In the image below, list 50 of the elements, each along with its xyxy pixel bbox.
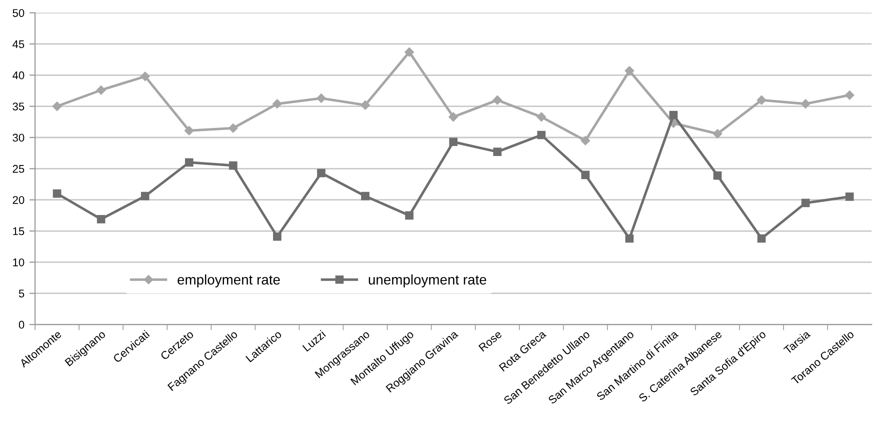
point (96, 214, 106, 224)
point (449, 138, 458, 146)
legend-label: employment rate (178, 274, 280, 288)
point (272, 99, 282, 108)
point (492, 95, 502, 105)
y-tick-label: 15 (13, 227, 24, 236)
y-tick-label: 30 (12, 134, 24, 142)
y-tick-label: 20 (12, 196, 24, 204)
point (184, 126, 194, 136)
point (757, 234, 766, 243)
point (316, 94, 326, 103)
point (493, 148, 502, 156)
point (140, 192, 150, 200)
point (844, 90, 854, 100)
y-tick-label: 10 (13, 258, 24, 266)
point (448, 112, 458, 122)
point (537, 130, 546, 140)
point (96, 85, 106, 95)
point (580, 136, 590, 146)
y-tick-label: 0 (18, 320, 24, 329)
legend-label: unemployment rate (368, 274, 486, 288)
point (140, 72, 150, 82)
y-tick-label: 40 (12, 71, 24, 80)
point (756, 95, 766, 105)
y-tick-label: 5 (18, 290, 24, 298)
point (405, 211, 414, 220)
point (800, 99, 810, 108)
point (404, 47, 414, 57)
point (360, 100, 370, 110)
point (669, 110, 678, 120)
point (317, 168, 326, 178)
y-tick-label: 25 (12, 164, 24, 173)
y-tick-label: 50 (12, 9, 24, 17)
point (581, 170, 590, 180)
point (713, 171, 722, 180)
point (845, 192, 854, 201)
point (229, 161, 238, 170)
point (273, 232, 282, 241)
point (361, 192, 370, 200)
point (624, 66, 634, 76)
point (52, 189, 62, 198)
y-tick-label: 45 (12, 40, 24, 48)
point (625, 234, 634, 243)
point (801, 198, 810, 208)
point (52, 102, 62, 111)
y-tick-label: 35 (12, 102, 24, 110)
point (712, 129, 722, 138)
point (184, 158, 194, 167)
point (228, 124, 238, 133)
point (536, 112, 546, 122)
